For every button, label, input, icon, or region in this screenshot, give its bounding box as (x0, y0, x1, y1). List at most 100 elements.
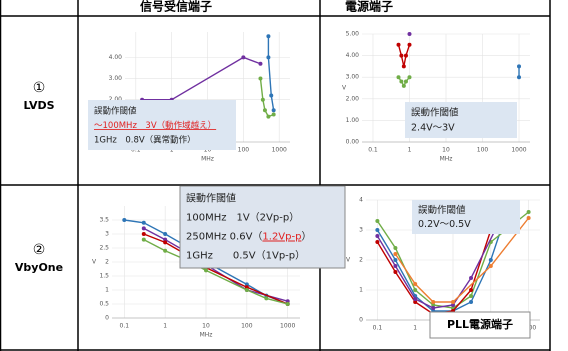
data-point (122, 218, 127, 222)
data-point (163, 240, 168, 245)
data-point (403, 53, 408, 58)
annotation-box (412, 200, 520, 234)
data-point (431, 303, 436, 307)
data-point (413, 297, 418, 301)
data-point (244, 285, 249, 290)
y-tick-label: 0.00 (346, 139, 360, 146)
y-tick-label: 3.00 (109, 75, 123, 82)
x-axis-label: MHz (440, 156, 453, 163)
data-point (401, 83, 406, 88)
series-line (394, 217, 530, 303)
y-tick-label: 3.5 (99, 217, 109, 224)
annotation-line: 誤動作閾値 (94, 105, 137, 116)
annotation-line: 0.2V～0.5V (418, 219, 471, 230)
data-point (271, 108, 276, 113)
y-tick-label: 0.5 (99, 301, 109, 308)
data-point (262, 108, 267, 113)
y-axis-label: V (346, 257, 351, 264)
x-tick-label: 100 (238, 147, 250, 154)
x-tick-label: 1 (163, 323, 167, 330)
data-point (396, 75, 401, 80)
data-point (244, 282, 249, 287)
data-point (260, 97, 265, 102)
data-point (517, 75, 522, 80)
annotation-line: 100MHz 1V（2Vp-p） (186, 212, 299, 224)
data-point (488, 264, 493, 268)
y-tick-label: 2.00 (346, 95, 360, 102)
data-point (266, 114, 271, 119)
data-point (413, 300, 418, 304)
data-point (393, 252, 398, 256)
y-tick-label: 3.00 (346, 74, 360, 81)
table-grid (0, 0, 551, 351)
data-point (431, 300, 436, 304)
y-tick-label: 2.5 (99, 245, 109, 252)
y-tick-label: 1 (359, 287, 363, 294)
annotation-line: 250MHz 0.6V（1.2Vp-p） (186, 231, 311, 243)
column-header: 信号受信端子 (140, 0, 212, 14)
annotation-text: 0.2V～0.5V (418, 219, 471, 230)
y-tick-label: 3 (359, 227, 363, 234)
data-point (393, 246, 398, 250)
data-point (264, 296, 269, 301)
data-point (258, 61, 263, 66)
series-line (376, 205, 510, 312)
data-point (375, 228, 380, 232)
annotation-text: 2.4V～3V (411, 122, 455, 133)
data-point (399, 79, 404, 84)
x-tick-label: 0.1 (373, 325, 383, 332)
data-point (141, 220, 146, 225)
data-point (407, 42, 412, 47)
x-tick-label: 100 (477, 147, 489, 154)
annotation-text: 誤動作閾値 (186, 192, 236, 205)
data-point (451, 300, 455, 304)
data-point (399, 53, 404, 58)
y-axis-label: V (92, 259, 97, 266)
y-tick-label: 1.5 (99, 273, 109, 280)
annotations: 誤動作閾値 ～100MHz 3V（動作域越え） 1GHz 0.8V（異常動作） 誤動作… (88, 100, 531, 339)
annotation-line: 誤動作閾値 (411, 106, 459, 118)
data-point (401, 64, 406, 69)
y-tick-label: 2 (359, 257, 363, 264)
annotation-line: 誤動作閾値 (186, 192, 236, 205)
data-point (393, 264, 398, 268)
annotation-text: 1.2Vp-p (262, 232, 301, 243)
data-point (241, 55, 246, 60)
annotation-text: 1GHz 0.5V（1Vp-p） (186, 250, 305, 262)
data-point (271, 112, 276, 117)
data-point (266, 55, 271, 60)
data-point (396, 42, 401, 47)
data-point (285, 299, 290, 304)
row-name: LVDS (23, 99, 54, 112)
data-point (375, 219, 380, 223)
data-point (266, 34, 271, 39)
annotation-text: ） (301, 231, 311, 243)
annotation-line: 1GHz 0.5V（1Vp-p） (186, 250, 305, 262)
y-tick-label: 2 (105, 259, 109, 266)
annotation-text: 100MHz 1V（2Vp-p） (186, 212, 299, 224)
data-point (451, 303, 455, 307)
data-point (285, 302, 290, 306)
x-tick-label: 1000 (511, 147, 526, 154)
x-tick-label: 10 (202, 323, 210, 330)
x-tick-label: 1000 (280, 323, 295, 330)
data-point (269, 93, 274, 98)
x-tick-label: 0.1 (368, 147, 378, 154)
data-point (517, 64, 522, 69)
data-point (163, 237, 168, 242)
data-point (393, 258, 398, 262)
series-line (267, 36, 275, 111)
annotation-line: 1GHz 0.8V（異常動作） (94, 134, 196, 145)
chart-label: PLL電源端子 (447, 317, 513, 331)
row-number: ② (33, 242, 46, 258)
data-point (469, 300, 474, 304)
data-point (469, 276, 474, 280)
data-point (413, 282, 418, 286)
data-point (393, 270, 398, 274)
x-tick-label: 0.1 (120, 323, 130, 330)
data-point (163, 232, 168, 236)
data-point (469, 288, 474, 292)
data-point (244, 288, 249, 292)
data-point (258, 76, 263, 81)
